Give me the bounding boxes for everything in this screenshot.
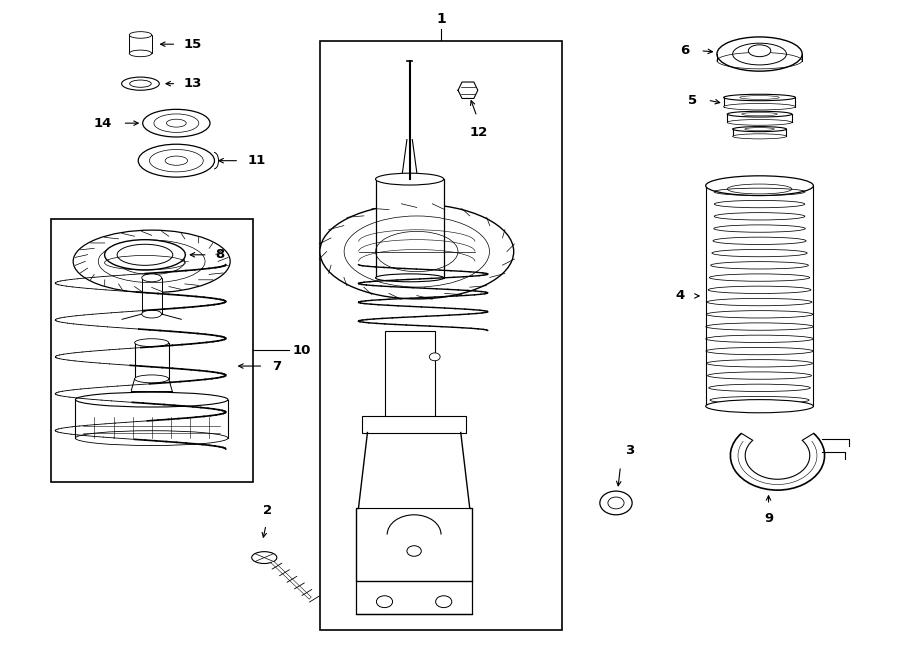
Text: 8: 8 bbox=[215, 249, 224, 261]
Text: 14: 14 bbox=[94, 116, 112, 130]
Ellipse shape bbox=[727, 120, 792, 125]
Text: 2: 2 bbox=[264, 504, 273, 517]
Ellipse shape bbox=[122, 77, 159, 91]
Text: 1: 1 bbox=[436, 12, 446, 26]
Bar bbox=[375, 179, 444, 278]
Ellipse shape bbox=[706, 400, 814, 412]
Bar bbox=[135, 342, 168, 379]
Bar bbox=[320, 41, 562, 630]
Text: 7: 7 bbox=[273, 360, 282, 373]
Circle shape bbox=[376, 596, 392, 607]
Ellipse shape bbox=[135, 375, 168, 383]
Circle shape bbox=[407, 546, 421, 557]
Ellipse shape bbox=[76, 392, 228, 407]
Ellipse shape bbox=[142, 310, 161, 318]
Text: 9: 9 bbox=[764, 512, 773, 525]
Ellipse shape bbox=[724, 95, 796, 100]
Ellipse shape bbox=[717, 37, 802, 71]
Bar bbox=[142, 278, 161, 314]
Polygon shape bbox=[356, 508, 472, 580]
Ellipse shape bbox=[130, 50, 152, 57]
Ellipse shape bbox=[135, 338, 168, 346]
Ellipse shape bbox=[130, 32, 152, 38]
Ellipse shape bbox=[724, 104, 796, 110]
Ellipse shape bbox=[143, 109, 210, 137]
Ellipse shape bbox=[608, 497, 624, 509]
Ellipse shape bbox=[748, 45, 770, 57]
Polygon shape bbox=[358, 432, 470, 508]
Ellipse shape bbox=[252, 552, 277, 564]
Ellipse shape bbox=[130, 80, 151, 87]
Text: 10: 10 bbox=[293, 344, 311, 357]
Text: 15: 15 bbox=[184, 38, 202, 51]
Bar bbox=[362, 416, 466, 432]
Text: 12: 12 bbox=[470, 126, 488, 139]
Ellipse shape bbox=[706, 176, 814, 196]
Ellipse shape bbox=[733, 134, 787, 139]
Ellipse shape bbox=[166, 119, 186, 127]
Text: 13: 13 bbox=[184, 77, 202, 90]
Ellipse shape bbox=[117, 245, 173, 265]
Circle shape bbox=[429, 353, 440, 361]
Ellipse shape bbox=[73, 230, 230, 293]
Ellipse shape bbox=[733, 127, 787, 132]
Ellipse shape bbox=[375, 274, 444, 282]
Ellipse shape bbox=[104, 240, 185, 270]
Ellipse shape bbox=[76, 431, 228, 446]
Ellipse shape bbox=[142, 274, 161, 282]
Text: 5: 5 bbox=[688, 94, 697, 106]
Ellipse shape bbox=[599, 491, 632, 515]
Text: 3: 3 bbox=[625, 444, 634, 457]
Bar bbox=[130, 35, 152, 54]
Bar bbox=[50, 219, 253, 482]
Ellipse shape bbox=[139, 144, 214, 177]
Ellipse shape bbox=[727, 111, 792, 117]
Bar bbox=[384, 330, 435, 419]
Text: 11: 11 bbox=[248, 154, 266, 167]
Text: 4: 4 bbox=[676, 290, 685, 303]
Circle shape bbox=[436, 596, 452, 607]
Polygon shape bbox=[458, 82, 478, 98]
Ellipse shape bbox=[320, 204, 514, 299]
Ellipse shape bbox=[165, 156, 187, 165]
Ellipse shape bbox=[375, 173, 444, 185]
Text: 6: 6 bbox=[680, 44, 689, 58]
